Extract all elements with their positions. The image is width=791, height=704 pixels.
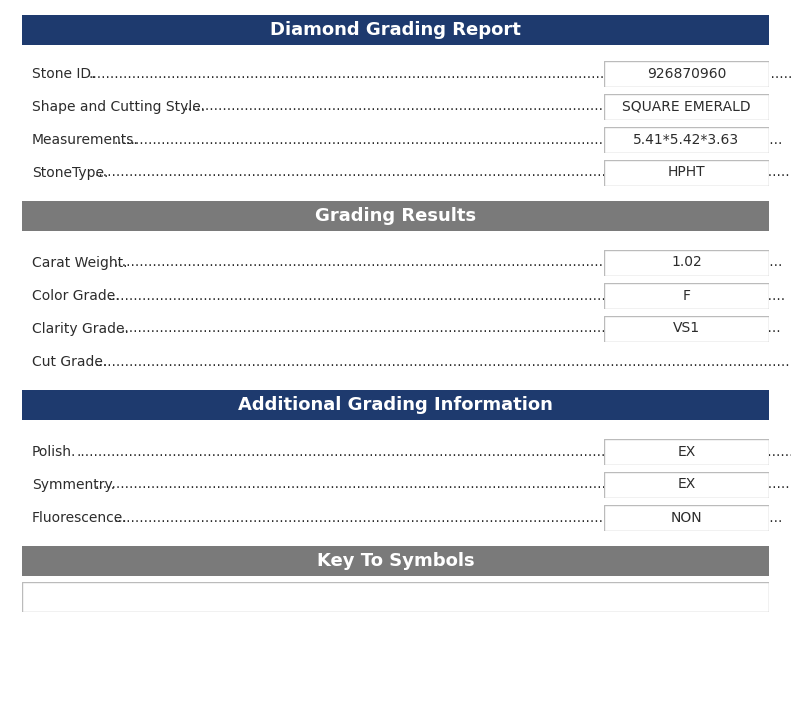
- Text: Polish.: Polish.: [32, 444, 77, 458]
- Text: NON: NON: [671, 510, 702, 524]
- Text: SQUARE EMERALD: SQUARE EMERALD: [623, 99, 751, 113]
- Text: ................................................................................: ........................................…: [120, 322, 781, 336]
- Text: Key To Symbols: Key To Symbols: [316, 552, 475, 570]
- Text: Stone ID.: Stone ID.: [32, 66, 96, 80]
- Text: 5.41*5.42*3.63: 5.41*5.42*3.63: [634, 132, 740, 146]
- Text: Measurements.: Measurements.: [32, 132, 138, 146]
- Text: Carat Weight.: Carat Weight.: [32, 256, 127, 270]
- Text: HPHT: HPHT: [668, 165, 706, 180]
- Text: Cut Grade.: Cut Grade.: [32, 355, 108, 368]
- Text: 926870960: 926870960: [647, 66, 726, 80]
- Text: Fluorescence.: Fluorescence.: [32, 510, 127, 524]
- Text: EX: EX: [677, 444, 695, 458]
- Text: Clarity Grade.: Clarity Grade.: [32, 322, 129, 336]
- Text: ................................................................................: ........................................…: [114, 132, 783, 146]
- Text: Symmentry.: Symmentry.: [32, 477, 115, 491]
- Text: Diamond Grading Report: Diamond Grading Report: [270, 21, 521, 39]
- Text: ................................................................................: ........................................…: [76, 444, 791, 458]
- Text: VS1: VS1: [673, 322, 700, 336]
- Text: ................................................................................: ........................................…: [95, 477, 791, 491]
- Text: ................................................................................: ........................................…: [89, 66, 791, 80]
- Text: ................................................................................: ........................................…: [114, 510, 783, 524]
- Text: EX: EX: [677, 477, 695, 491]
- Text: StoneType.: StoneType.: [32, 165, 108, 180]
- Text: Additional Grading Information: Additional Grading Information: [238, 396, 553, 414]
- Text: Color Grade.: Color Grade.: [32, 289, 119, 303]
- Text: Shape and Cutting Style.: Shape and Cutting Style.: [32, 99, 205, 113]
- Text: ................................................................................: ........................................…: [108, 289, 785, 303]
- Text: Grading Results: Grading Results: [315, 207, 476, 225]
- Text: ................................................................................: ........................................…: [95, 355, 791, 368]
- Text: ................................................................................: ........................................…: [95, 165, 791, 180]
- Text: F: F: [683, 289, 691, 303]
- Text: ................................................................................: ........................................…: [114, 256, 783, 270]
- Text: 1.02: 1.02: [671, 256, 702, 270]
- Text: ................................................................................: ........................................…: [184, 99, 756, 113]
